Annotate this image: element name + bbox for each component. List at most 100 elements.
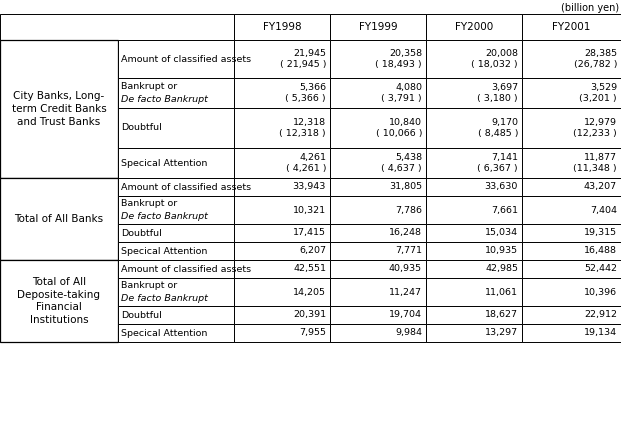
Bar [522,224,621,242]
Bar [426,242,522,260]
Bar [522,78,621,108]
Bar [118,78,234,108]
Text: 19,134: 19,134 [584,328,617,338]
Text: FY2000: FY2000 [455,22,493,32]
Text: 11,877
(11,348 ): 11,877 (11,348 ) [573,153,617,173]
Text: 16,248: 16,248 [389,228,422,238]
Bar [426,40,522,78]
Bar [234,306,330,324]
Bar [330,108,426,148]
Bar [118,242,234,260]
Bar [330,78,426,108]
Bar [330,14,426,40]
Text: 7,786: 7,786 [395,206,422,214]
Bar [426,14,522,40]
Bar [522,178,621,196]
Bar [234,78,330,108]
Text: 5,438
( 4,637 ): 5,438 ( 4,637 ) [381,153,422,173]
Bar [118,40,234,78]
Bar [118,196,234,224]
Bar [234,108,330,148]
Text: 31,805: 31,805 [389,182,422,192]
Bar [522,306,621,324]
Text: 10,321: 10,321 [293,206,326,214]
Bar [426,324,522,342]
Bar [234,196,330,224]
Bar [330,40,426,78]
Text: 3,529
(3,201 ): 3,529 (3,201 ) [579,83,617,103]
Text: 7,661: 7,661 [491,206,518,214]
Text: 42,551: 42,551 [293,265,326,273]
Bar [0,178,118,260]
Bar [234,324,330,342]
Bar [330,148,426,178]
Text: 10,840
( 10,066 ): 10,840 ( 10,066 ) [376,118,422,138]
Text: 4,080
( 3,791 ): 4,080 ( 3,791 ) [381,83,422,103]
Bar [330,260,426,278]
Bar [522,108,621,148]
Bar [426,306,522,324]
Text: 20,391: 20,391 [293,311,326,319]
Bar [522,14,621,40]
Text: 14,205: 14,205 [293,287,326,297]
Text: (billion yen): (billion yen) [561,3,619,13]
Text: 40,935: 40,935 [389,265,422,273]
Text: 15,034: 15,034 [485,228,518,238]
Text: 22,912: 22,912 [584,311,617,319]
Bar [522,40,621,78]
Text: 7,771: 7,771 [395,246,422,255]
Bar [118,306,234,324]
Text: Bankrupt or: Bankrupt or [121,199,177,208]
Bar [234,242,330,260]
Text: Total of All Banks: Total of All Banks [14,214,104,224]
Text: FY1999: FY1999 [359,22,397,32]
Bar [234,14,330,40]
Text: De facto Bankrupt: De facto Bankrupt [121,95,208,104]
Bar [118,260,234,278]
Text: De facto Bankrupt: De facto Bankrupt [121,294,208,303]
Bar [522,278,621,306]
Text: 10,935: 10,935 [485,246,518,255]
Text: Specical Attention: Specical Attention [121,159,207,168]
Text: 7,404: 7,404 [590,206,617,214]
Bar [330,242,426,260]
Text: 5,366
( 5,366 ): 5,366 ( 5,366 ) [286,83,326,103]
Bar [330,196,426,224]
Text: Amount of classified assets: Amount of classified assets [121,265,251,273]
Text: 12,318
( 12,318 ): 12,318 ( 12,318 ) [279,118,326,138]
Bar [426,178,522,196]
Text: De facto Bankrupt: De facto Bankrupt [121,212,208,221]
Text: Amount of classified assets: Amount of classified assets [121,182,251,192]
Text: Specical Attention: Specical Attention [121,328,207,338]
Text: 13,297: 13,297 [485,328,518,338]
Bar [330,324,426,342]
Bar [118,278,234,306]
Text: 19,704: 19,704 [389,311,422,319]
Bar [118,224,234,242]
Bar [118,178,234,196]
Text: 7,955: 7,955 [299,328,326,338]
Text: FY1998: FY1998 [263,22,301,32]
Text: 4,261
( 4,261 ): 4,261 ( 4,261 ) [286,153,326,173]
Text: 42,985: 42,985 [485,265,518,273]
Text: 17,415: 17,415 [293,228,326,238]
Text: 6,207: 6,207 [299,246,326,255]
Text: Doubtful: Doubtful [121,311,161,319]
Bar [426,196,522,224]
Bar [522,260,621,278]
Bar [330,224,426,242]
Text: 52,442: 52,442 [584,265,617,273]
Bar [330,278,426,306]
Text: 3,697
( 3,180 ): 3,697 ( 3,180 ) [478,83,518,103]
Bar [426,224,522,242]
Bar [426,148,522,178]
Bar [118,324,234,342]
Text: 19,315: 19,315 [584,228,617,238]
Bar [234,40,330,78]
Text: 33,943: 33,943 [292,182,326,192]
Bar [118,108,234,148]
Text: 9,984: 9,984 [395,328,422,338]
Text: 9,170
( 8,485 ): 9,170 ( 8,485 ) [478,118,518,138]
Text: 10,396: 10,396 [584,287,617,297]
Bar [522,196,621,224]
